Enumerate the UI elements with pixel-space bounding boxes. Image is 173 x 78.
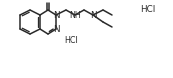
Text: N: N <box>90 11 96 20</box>
Text: NH: NH <box>69 11 81 20</box>
Text: HCl: HCl <box>140 5 156 14</box>
Text: HCl: HCl <box>64 36 78 45</box>
Text: N: N <box>53 24 59 33</box>
Text: N: N <box>53 11 59 20</box>
Text: O: O <box>44 0 52 2</box>
